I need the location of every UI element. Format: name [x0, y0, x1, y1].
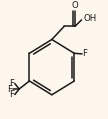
Text: F: F — [83, 49, 87, 58]
Text: OH: OH — [83, 14, 96, 23]
Text: F: F — [7, 84, 12, 94]
Text: O: O — [72, 1, 78, 10]
Text: F: F — [9, 90, 14, 99]
Text: F: F — [9, 79, 14, 88]
